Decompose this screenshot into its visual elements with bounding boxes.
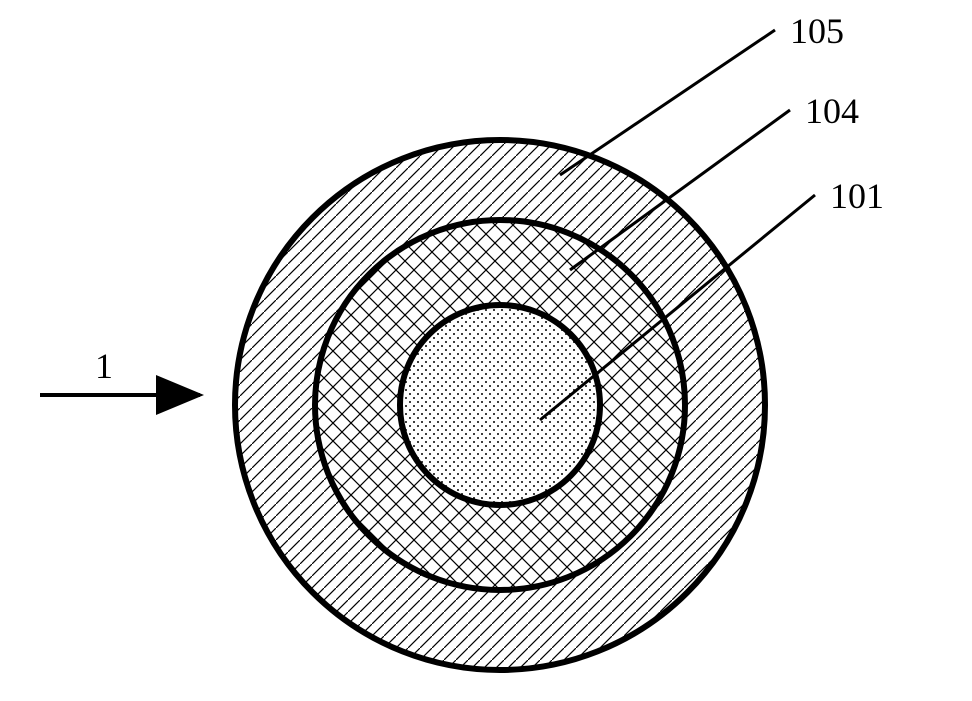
leader-line-outer — [560, 30, 775, 175]
label-middle-ring: 104 — [805, 90, 859, 132]
label-outer-ring: 105 — [790, 10, 844, 52]
inner-circle — [400, 305, 600, 505]
label-pointer: 1 — [95, 345, 113, 387]
label-inner-circle: 101 — [830, 175, 884, 217]
